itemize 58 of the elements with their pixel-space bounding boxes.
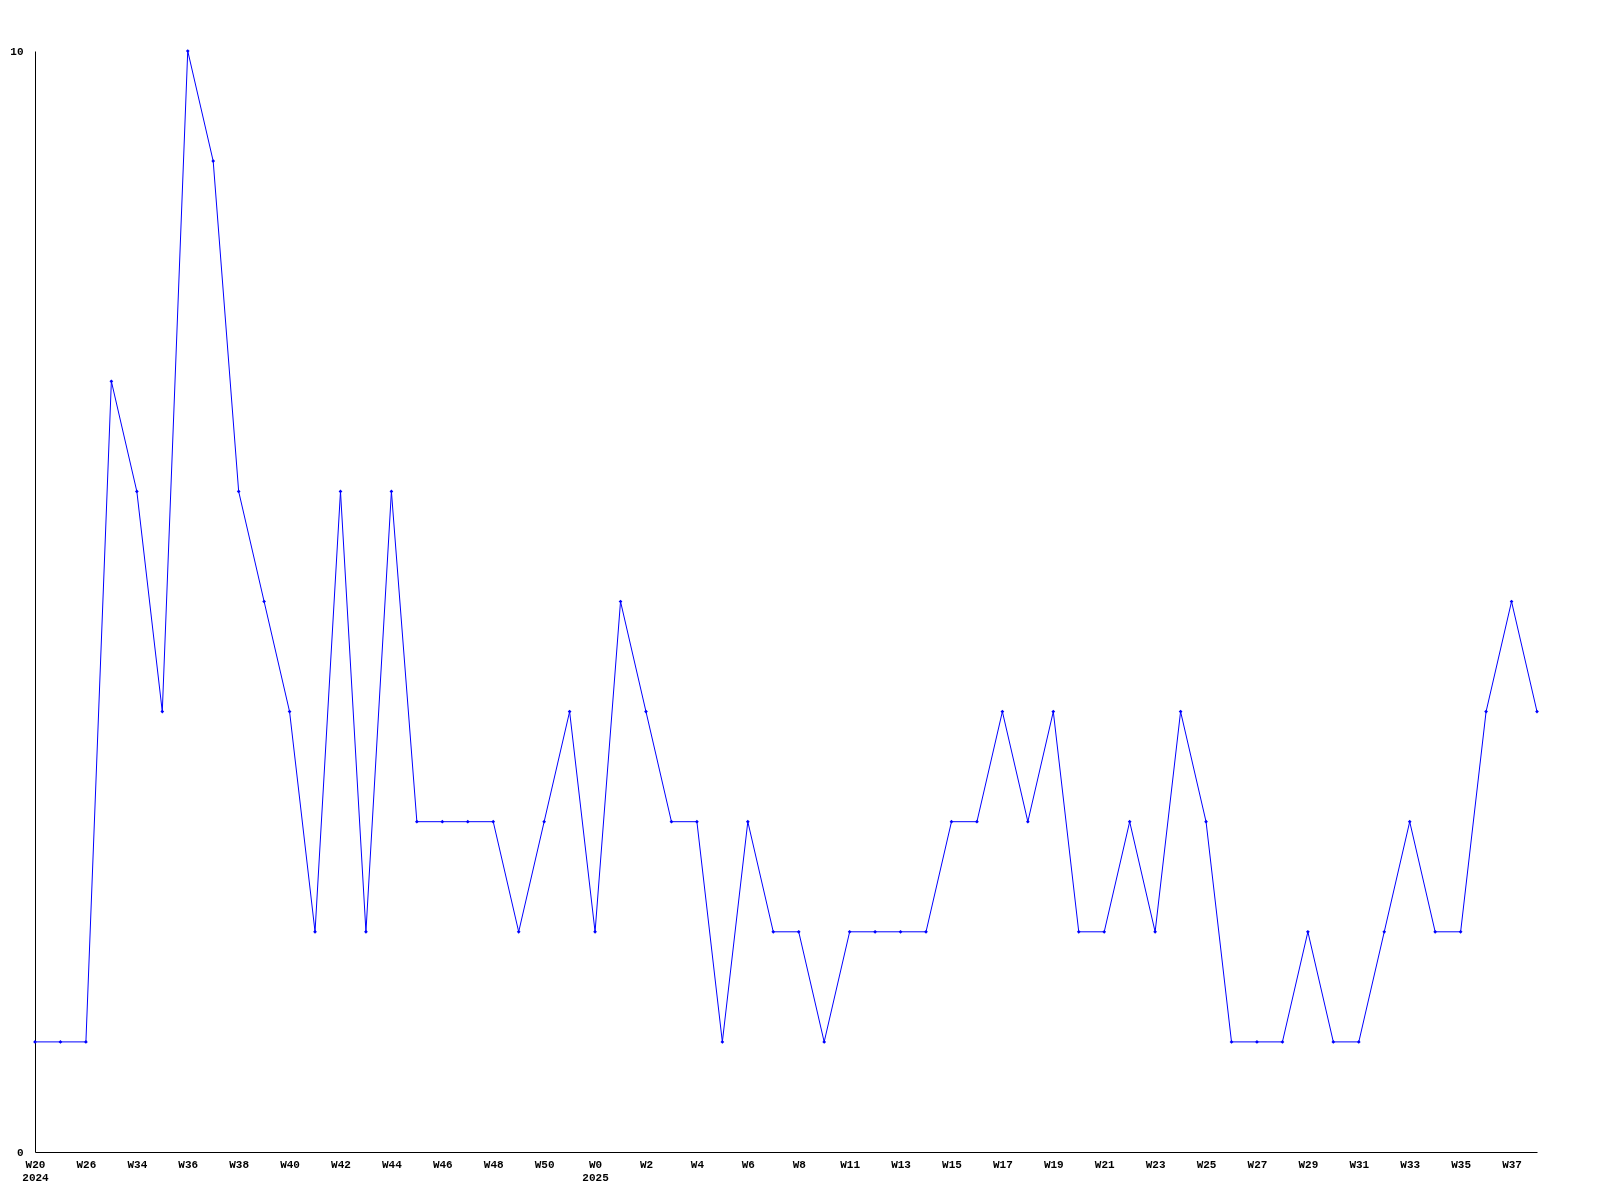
x-tick-label: W38 — [229, 1158, 250, 1171]
x-tick-label: W17 — [992, 1158, 1013, 1171]
x-tick-label: W48 — [483, 1158, 505, 1171]
x-tick-label: W19 — [1043, 1158, 1064, 1171]
y-tick-label: 10 — [10, 45, 24, 58]
x-tick-label: W20 2024 — [22, 1158, 50, 1184]
point — [414, 819, 419, 824]
point — [1458, 929, 1463, 934]
x-tick-label: W4 — [690, 1158, 705, 1171]
point — [185, 49, 190, 53]
point — [542, 819, 547, 824]
point — [695, 819, 699, 824]
y-tick-label: 0 — [16, 1146, 24, 1159]
x-tick-label: W36 — [178, 1158, 199, 1171]
x-tick-label: W50 — [534, 1158, 555, 1171]
point — [975, 819, 979, 824]
x-tick-label: W29 — [1298, 1158, 1319, 1171]
point — [924, 929, 928, 934]
x-tick-label: W8 — [792, 1158, 807, 1171]
point — [58, 1040, 63, 1044]
point — [262, 599, 266, 604]
point — [364, 929, 368, 934]
x-tick-label: W33 — [1400, 1158, 1421, 1171]
x-tick-label: W2 — [639, 1158, 654, 1171]
x-tick-label: W40 — [280, 1158, 300, 1171]
point — [1280, 1040, 1285, 1044]
point — [1204, 819, 1208, 824]
point — [134, 489, 139, 494]
point — [847, 929, 852, 934]
point — [1229, 1040, 1234, 1044]
point — [898, 929, 903, 934]
point — [720, 1040, 725, 1044]
x-tick-label: W42 — [331, 1158, 351, 1171]
x-tick-label: W35 — [1451, 1158, 1472, 1171]
point — [949, 819, 954, 824]
x-tick-label: W44 — [382, 1158, 403, 1171]
x-tick-label: W13 — [891, 1158, 912, 1171]
x-tick-label: W21 — [1094, 1158, 1116, 1171]
point — [1484, 709, 1488, 714]
x-tick-label: W46 — [432, 1158, 453, 1171]
line-series — [33, 49, 1539, 1044]
x-tick-label: W6 — [741, 1158, 755, 1171]
point — [593, 929, 597, 934]
x-tick-label: W0 2025 — [582, 1158, 610, 1184]
x-tick-label: W11 — [840, 1158, 861, 1171]
point — [1331, 1040, 1336, 1044]
x-tick-label: W26 — [76, 1158, 97, 1171]
x-tick-label: W34 — [127, 1158, 148, 1171]
x-tick-label: W25 — [1196, 1158, 1217, 1171]
x-tick-label: W37 — [1502, 1158, 1522, 1171]
point — [313, 929, 317, 934]
x-tick-label: W31 — [1349, 1158, 1370, 1171]
x-tick-label: W27 — [1247, 1158, 1268, 1171]
x-tick-label: W15 — [942, 1158, 963, 1171]
point — [1025, 819, 1030, 824]
x-tick-label: W23 — [1145, 1158, 1166, 1171]
point — [644, 709, 648, 714]
point — [1535, 709, 1539, 714]
